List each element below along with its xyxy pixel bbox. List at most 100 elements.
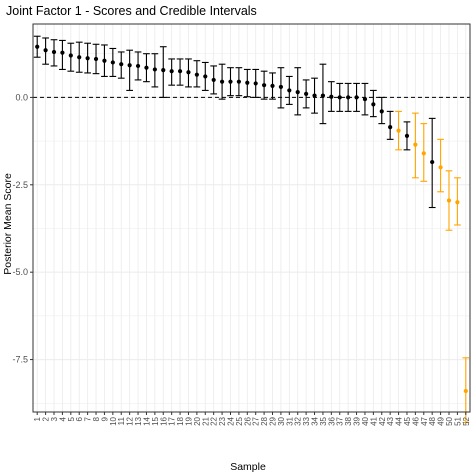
data-point	[60, 50, 65, 55]
data-point	[35, 44, 40, 49]
x-tick-label: 52	[462, 416, 471, 425]
sample-27-mark	[252, 68, 260, 98]
sample-44-mark	[395, 110, 402, 151]
x-tick-label: 25	[235, 416, 244, 425]
x-tick-label: 35	[319, 416, 328, 425]
sample-40-mark	[361, 82, 369, 116]
sample-5-mark	[67, 42, 75, 72]
sample-21-mark	[201, 61, 209, 91]
sample-23-mark	[218, 63, 226, 100]
data-point	[93, 56, 99, 62]
x-tick-label: 10	[109, 416, 118, 425]
x-tick-label: 13	[134, 416, 143, 425]
data-point	[236, 79, 241, 84]
data-point	[194, 72, 199, 77]
x-tick-label: 44	[395, 416, 404, 425]
x-tick-label: 38	[344, 416, 353, 425]
x-tick-label: 47	[420, 416, 429, 425]
x-tick-label: 28	[260, 416, 269, 425]
data-point	[110, 60, 115, 65]
x-tick-label: 20	[193, 416, 202, 425]
x-tick-label: 30	[277, 416, 286, 425]
data-point	[127, 63, 132, 68]
sample-43-mark	[386, 110, 394, 140]
data-point	[304, 91, 309, 97]
x-tick-label: 50	[445, 416, 454, 425]
data-marks	[33, 35, 470, 424]
data-point	[312, 93, 317, 98]
data-point	[362, 97, 368, 102]
sample-3-mark	[50, 39, 58, 67]
y-tick-label: 0.0	[15, 92, 28, 102]
sample-16-mark	[159, 46, 167, 98]
x-tick-label: 49	[437, 416, 446, 425]
data-point	[463, 388, 468, 394]
sample-39-mark	[353, 82, 360, 112]
data-point	[354, 95, 359, 100]
sample-22-mark	[210, 65, 218, 95]
sample-24-mark	[227, 67, 234, 97]
x-tick-label: 42	[378, 416, 387, 425]
data-point	[329, 94, 334, 99]
sample-20-mark	[193, 60, 201, 88]
data-point	[371, 102, 376, 107]
sample-19-mark	[185, 58, 192, 88]
data-point	[152, 67, 157, 72]
data-point	[278, 84, 284, 90]
x-tick-label: 18	[176, 416, 185, 425]
x-tick-label: 15	[151, 416, 160, 425]
data-point	[346, 95, 351, 100]
sample-46-mark	[412, 112, 419, 179]
x-tick-label: 7	[84, 416, 93, 421]
x-tick-label: 48	[428, 416, 437, 425]
sample-42-mark	[378, 96, 386, 125]
x-tick-label: 26	[243, 416, 252, 425]
sample-26-mark	[243, 68, 251, 98]
data-point	[77, 55, 82, 60]
x-tick-label: 17	[168, 416, 177, 425]
sample-32-mark	[294, 67, 302, 116]
x-tick-label: 6	[75, 416, 84, 421]
data-point	[262, 83, 267, 88]
sample-2-mark	[42, 37, 49, 65]
data-point	[388, 125, 393, 130]
data-point	[135, 63, 141, 69]
x-tick-label: 12	[126, 416, 135, 425]
x-tick-label: 34	[311, 416, 320, 425]
data-point	[287, 88, 292, 93]
sample-48-mark	[428, 117, 436, 209]
sample-1-mark	[33, 35, 41, 58]
data-point	[161, 68, 166, 73]
sample-9-mark	[101, 44, 108, 77]
x-tick-label: 11	[117, 416, 126, 425]
data-point	[219, 79, 225, 84]
data-point	[203, 74, 208, 79]
x-tick-label: 29	[269, 416, 278, 425]
sample-6-mark	[75, 41, 83, 73]
data-point	[186, 70, 191, 75]
sample-51-mark	[454, 177, 461, 226]
x-tick-label: 31	[285, 416, 294, 425]
sample-35-mark	[319, 63, 327, 125]
x-tick-label: 3	[50, 416, 59, 421]
data-point	[85, 56, 90, 61]
sample-25-mark	[235, 67, 243, 97]
x-tick-label: 39	[353, 416, 362, 425]
x-tick-label: 33	[302, 416, 311, 425]
sample-13-mark	[134, 51, 142, 81]
data-point	[396, 128, 401, 133]
data-point	[177, 69, 183, 74]
data-point	[413, 142, 418, 147]
x-tick-label: 40	[361, 416, 370, 425]
x-tick-label: 37	[336, 416, 345, 425]
data-point	[211, 77, 216, 83]
data-point	[51, 49, 57, 55]
y-tick-label: -5.0	[12, 267, 28, 277]
data-point	[421, 151, 426, 156]
x-tick-label: 36	[327, 416, 336, 425]
data-point	[253, 81, 258, 86]
sample-45-mark	[403, 121, 411, 151]
sample-37-mark	[336, 82, 344, 112]
data-point	[68, 53, 73, 58]
